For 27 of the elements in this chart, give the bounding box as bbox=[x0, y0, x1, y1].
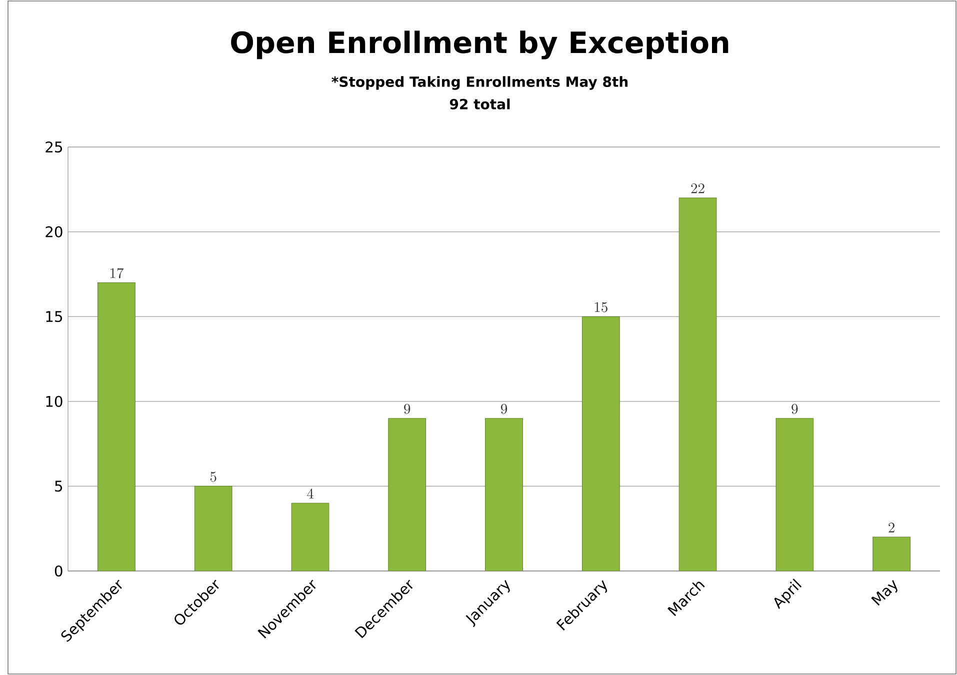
y-tick-label: 20 bbox=[46, 226, 62, 238]
y-tick-label: 15 bbox=[46, 311, 62, 322]
bar bbox=[485, 418, 523, 571]
bar bbox=[678, 198, 717, 571]
data-label: 9 bbox=[404, 404, 410, 414]
data-label: 15 bbox=[594, 302, 608, 312]
bar bbox=[291, 502, 330, 571]
y-tick-label: 5 bbox=[55, 480, 62, 492]
y-tick-label: 0 bbox=[54, 565, 62, 577]
data-label: 17 bbox=[110, 268, 124, 278]
data-label: 9 bbox=[500, 404, 508, 414]
data-label: 4 bbox=[306, 488, 314, 498]
data-label: 9 bbox=[792, 404, 798, 414]
data-label: 22 bbox=[691, 183, 704, 194]
y-tick-label: 10 bbox=[46, 396, 62, 407]
bar bbox=[388, 418, 426, 571]
bar bbox=[582, 316, 620, 571]
bar bbox=[776, 418, 814, 571]
data-label: 2 bbox=[888, 522, 894, 532]
y-tick-label: 25 bbox=[46, 141, 62, 153]
bar bbox=[98, 282, 136, 571]
data-label: 5 bbox=[210, 472, 216, 482]
bar bbox=[194, 486, 232, 571]
chart-subtitle: *Stopped Taking Enrollments May 8th bbox=[332, 76, 628, 90]
chart-title: Open Enrollment by Exception bbox=[231, 30, 728, 60]
bar bbox=[872, 536, 910, 571]
text: 92 total bbox=[450, 98, 510, 110]
